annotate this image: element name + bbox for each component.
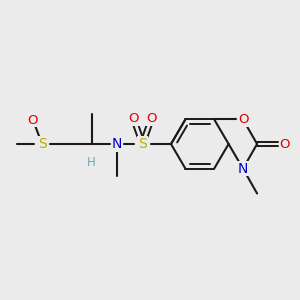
- Text: N: N: [238, 162, 248, 176]
- Text: S: S: [138, 137, 147, 151]
- Text: O: O: [280, 137, 290, 151]
- Text: O: O: [238, 113, 248, 126]
- Text: N: N: [112, 137, 122, 151]
- Text: O: O: [28, 113, 38, 127]
- Text: S: S: [38, 137, 46, 151]
- Text: O: O: [128, 112, 139, 125]
- Text: O: O: [146, 112, 157, 125]
- Text: H: H: [87, 155, 96, 169]
